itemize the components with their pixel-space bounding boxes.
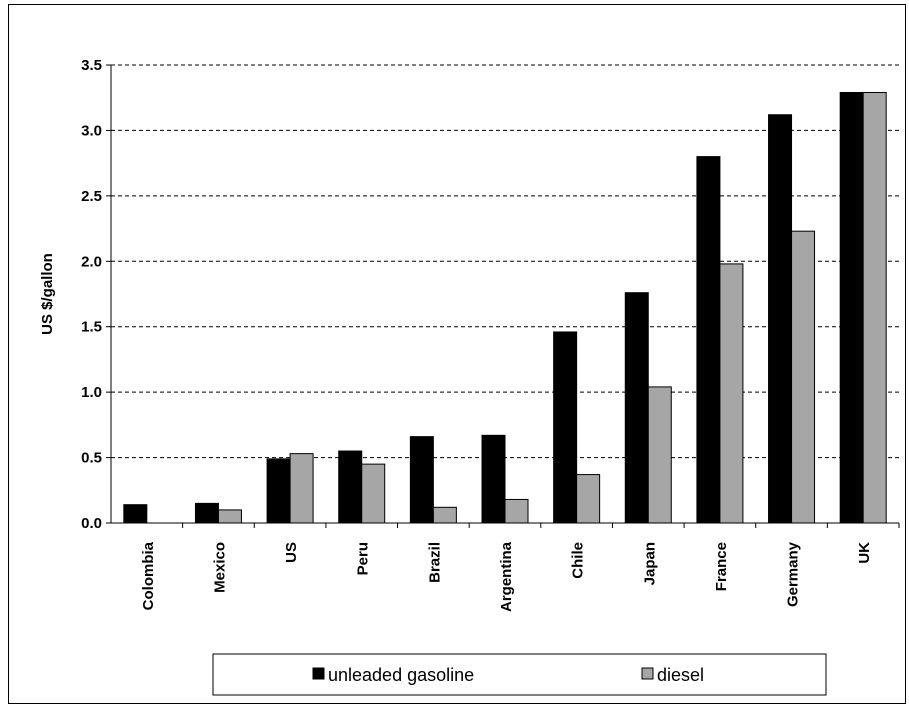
legend-label-gasoline: unleaded gasoline <box>328 665 474 685</box>
bar-diesel <box>576 474 601 524</box>
bar-diesel <box>719 263 744 524</box>
bar-unleaded-gasoline <box>194 502 219 524</box>
legend-label-diesel: diesel <box>657 665 704 685</box>
bar-unleaded-gasoline <box>768 114 793 524</box>
x-tick-label: Mexico <box>211 542 228 593</box>
bar-unleaded-gasoline <box>338 450 363 524</box>
x-tick-labels: Colombia Mexico US Peru Brazil Argentina Chile… <box>140 523 900 612</box>
chart-frame <box>8 4 906 704</box>
y-tick-label: 3.5 <box>81 57 102 74</box>
bar-diesel <box>647 386 672 524</box>
bar-unleaded-gasoline <box>409 436 434 524</box>
bar-unleaded-gasoline <box>553 331 578 524</box>
y-tick-label: 2.0 <box>81 253 102 270</box>
bar-diesel <box>217 509 242 524</box>
bars <box>123 91 887 524</box>
y-tick-label: 3.0 <box>81 122 102 139</box>
legend-swatch-gasoline <box>312 667 325 680</box>
bar-diesel <box>791 230 816 524</box>
bar-unleaded-gasoline <box>696 156 721 524</box>
bar-unleaded-gasoline <box>481 434 506 524</box>
x-tick-label: Brazil <box>426 542 443 583</box>
bar-diesel <box>862 91 887 524</box>
legend-box <box>212 653 827 696</box>
legend: unleaded gasoline diesel <box>212 653 827 696</box>
y-tick-labels: 0.0 0.5 1.0 1.5 2.0 2.5 3.0 3.5 <box>81 57 111 532</box>
bar-diesel <box>504 498 529 524</box>
legend-swatch-diesel <box>641 667 654 680</box>
x-tick-label: Peru <box>355 542 372 575</box>
x-tick-label: UK <box>856 542 873 564</box>
x-tick-label: France <box>713 542 730 591</box>
x-tick-label: Chile <box>570 542 587 579</box>
x-tick-label: Argentina <box>498 541 515 612</box>
bar-diesel <box>361 463 386 524</box>
y-axis-title: US $/gallon <box>39 253 56 335</box>
x-tick-label: Germany <box>785 541 802 607</box>
bar-diesel <box>432 506 457 524</box>
y-tick-label: 2.5 <box>81 188 102 205</box>
x-tick-label: Colombia <box>140 541 157 610</box>
bar-unleaded-gasoline <box>624 292 649 524</box>
y-tick-label: 0.0 <box>81 515 102 532</box>
y-tick-label: 0.5 <box>81 450 102 467</box>
x-tick-label: Japan <box>641 542 658 585</box>
bar-unleaded-gasoline <box>839 91 864 524</box>
axes <box>110 65 899 524</box>
bar-diesel <box>289 453 314 524</box>
y-tick-label: 1.5 <box>81 319 102 336</box>
x-tick-label: US <box>283 542 300 563</box>
bar-unleaded-gasoline <box>123 504 148 524</box>
bar-unleaded-gasoline <box>266 458 291 524</box>
y-tick-label: 1.0 <box>81 384 102 401</box>
